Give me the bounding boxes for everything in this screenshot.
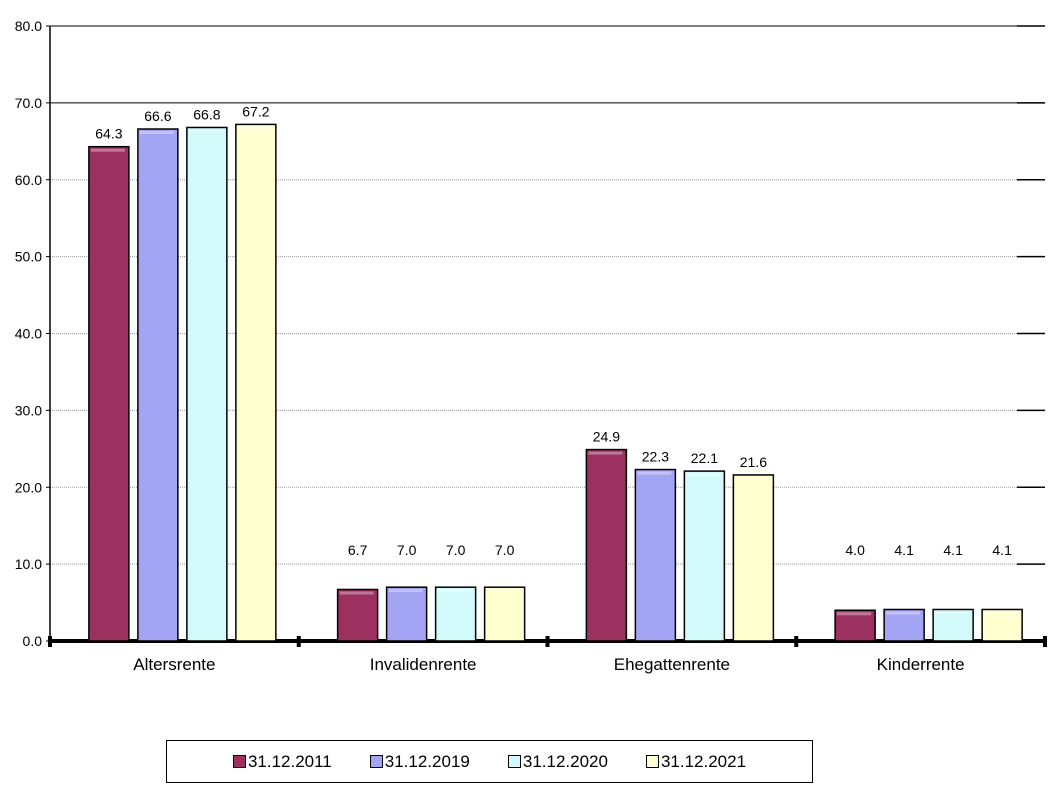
bar [483,586,526,642]
legend-label: 31.12.2021 [660,751,747,771]
bar-highlight [837,612,872,616]
y-tick-label: 80.0 [15,18,42,34]
bar [434,586,477,642]
legend-item-series-2: 31.12.2020 [507,751,608,772]
legend-item-series-1: 31.12.2019 [369,751,470,772]
data-label: 4.1 [992,542,1012,558]
y-tick-label: 20.0 [15,479,42,495]
bar [235,123,277,642]
y-tick-label: 70.0 [15,95,42,111]
bar [585,448,628,642]
category-label: Kinderrente [877,655,965,674]
bar [385,586,428,642]
bar [137,128,179,642]
legend-label: 31.12.2011 [247,751,332,771]
bar [883,608,925,642]
data-label: 4.1 [894,542,914,558]
data-label: 21.6 [740,454,767,470]
category-label: Altersrente [133,655,215,674]
bar-highlight [686,473,721,477]
y-tick-label: 10.0 [15,556,42,572]
data-labels: 64.3 66.6 66.8 67.2 6.7 7.0 7.0 7.0 24.9 22.3 22.1… [95,103,1012,558]
legend-swatch [507,755,521,768]
bar [186,126,228,642]
y-tick-labels: 0.0 10.0 20.0 30.0 40.0 50.0 60.0 70.0 80.0 [15,18,42,649]
data-label: 7.0 [397,542,417,558]
bar-highlight [486,589,521,593]
data-label: 64.3 [95,126,122,142]
y-tick-label: 60.0 [15,172,42,188]
bar [336,588,379,642]
bar [732,474,775,642]
bar-highlight [188,129,223,133]
bar-highlight [139,131,174,135]
bar-highlight [588,451,623,455]
legend-item-series-3: 31.12.2021 [645,751,747,772]
bar [634,468,677,642]
data-label: 22.3 [642,449,669,465]
bars [88,123,1023,642]
y-tick-label: 40.0 [15,326,42,342]
bar-highlight [984,611,1019,615]
legend-swatch [645,755,659,768]
legend-item-series-0: 31.12.2011 [232,751,332,772]
y-tick-label: 0.0 [23,633,43,649]
bar-highlight [886,611,921,615]
bar-highlight [437,589,472,593]
bar [981,608,1023,642]
data-label: 6.7 [348,542,368,558]
data-label: 66.6 [144,108,171,124]
y-tick-label: 30.0 [15,402,42,418]
bar-highlight [237,126,272,130]
bar-highlight [637,471,672,475]
data-label: 66.8 [193,106,220,122]
data-label: 24.9 [593,429,620,445]
category-label: Ehegattenrente [614,655,730,674]
bar [834,609,876,642]
data-label: 7.0 [495,542,515,558]
data-label: 4.0 [845,542,865,558]
bar-highlight [735,476,770,480]
bar [932,608,974,642]
bar-highlight [90,148,125,152]
legend-swatch [232,755,246,768]
legend: 31.12.2011 31.12.2019 31.12.2020 31.12.2… [166,740,813,783]
bar-highlight [339,591,374,595]
data-label: 4.1 [943,542,963,558]
data-label: 22.1 [691,450,718,466]
bar [88,145,130,642]
y-tick-label: 50.0 [15,249,42,265]
legend-label: 31.12.2019 [384,751,470,771]
bar-highlight [935,611,970,615]
data-label: 7.0 [446,542,466,558]
legend-label: 31.12.2020 [522,751,608,771]
gridlines [50,25,1045,565]
data-label: 67.2 [242,103,269,119]
bar [683,470,726,642]
category-label: Invalidenrente [370,655,477,674]
category-labels: Altersrente Invalidenrente Ehegattenrente K… [133,655,964,674]
bar-highlight [388,589,423,593]
legend-swatch [369,755,383,768]
